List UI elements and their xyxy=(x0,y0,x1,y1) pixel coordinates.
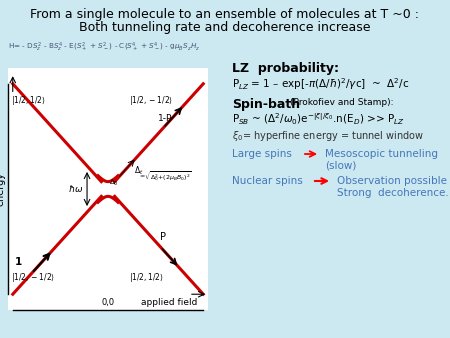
Text: 0,0: 0,0 xyxy=(101,298,115,307)
Text: Spin-bath: Spin-bath xyxy=(232,98,300,111)
Text: 1: 1 xyxy=(15,257,22,267)
Text: 1-P: 1-P xyxy=(158,114,172,123)
Text: (Prokofiev and Stamp):: (Prokofiev and Stamp): xyxy=(290,98,393,107)
Text: P$_{LZ}$ = 1 – exp[-$\pi$($\Delta$/$\hbar$)$^2$/$\gamma$c]  ~  $\Delta^2$/c: P$_{LZ}$ = 1 – exp[-$\pi$($\Delta$/$\hba… xyxy=(232,76,410,92)
Text: H= - D$S_z^2$ - B$S_z^4$ - E($S_+^2$ + $S_-^2$) - C($S_+^4$ + $S_-^4$) - g$\mu_B: H= - D$S_z^2$ - B$S_z^4$ - E($S_+^2$ + $… xyxy=(8,41,200,54)
Text: $|1/2,-1/2\rangle$: $|1/2,-1/2\rangle$ xyxy=(11,271,55,284)
Text: $\Delta_0$: $\Delta_0$ xyxy=(109,178,119,188)
Text: P: P xyxy=(160,232,166,242)
Text: Large spins: Large spins xyxy=(232,149,292,159)
Text: Nuclear spins: Nuclear spins xyxy=(232,176,303,186)
Text: $\hbar\omega$: $\hbar\omega$ xyxy=(68,184,83,194)
Text: $\Delta_t$: $\Delta_t$ xyxy=(134,164,143,177)
Text: From a single molecule to an ensemble of molecules at T ~0 :: From a single molecule to an ensemble of… xyxy=(31,8,419,21)
Text: P$_{SB}$ ~ ($\Delta^2$/$\omega_0$)e$^{-|\xi|/\xi_0}$.n(E$_D$) >> P$_{LZ}$: P$_{SB}$ ~ ($\Delta^2$/$\omega_0$)e$^{-|… xyxy=(232,112,405,127)
Text: applied field: applied field xyxy=(141,298,198,307)
Text: LZ  probability:: LZ probability: xyxy=(232,62,339,75)
Text: Mesoscopic tunneling
(slow): Mesoscopic tunneling (slow) xyxy=(325,149,438,171)
Text: $|1/2,-1/2\rangle$: $|1/2,-1/2\rangle$ xyxy=(129,94,173,107)
Text: $=\!\sqrt{\Delta_0^2\!+\!(2\mu_B B_0)^2}$: $=\!\sqrt{\Delta_0^2\!+\!(2\mu_B B_0)^2}… xyxy=(139,170,193,185)
Text: $|1/2,1/2\rangle$: $|1/2,1/2\rangle$ xyxy=(11,94,46,107)
Text: Observation possible
Strong  decoherence.: Observation possible Strong decoherence. xyxy=(337,176,449,198)
Text: $|1/2,1/2\rangle$: $|1/2,1/2\rangle$ xyxy=(129,271,164,284)
Y-axis label: energy: energy xyxy=(0,172,5,206)
Text: Both tunneling rate and decoherence increase: Both tunneling rate and decoherence incr… xyxy=(79,21,371,34)
Text: $\xi_0$= hyperfine energy = tunnel window: $\xi_0$= hyperfine energy = tunnel windo… xyxy=(232,129,424,143)
